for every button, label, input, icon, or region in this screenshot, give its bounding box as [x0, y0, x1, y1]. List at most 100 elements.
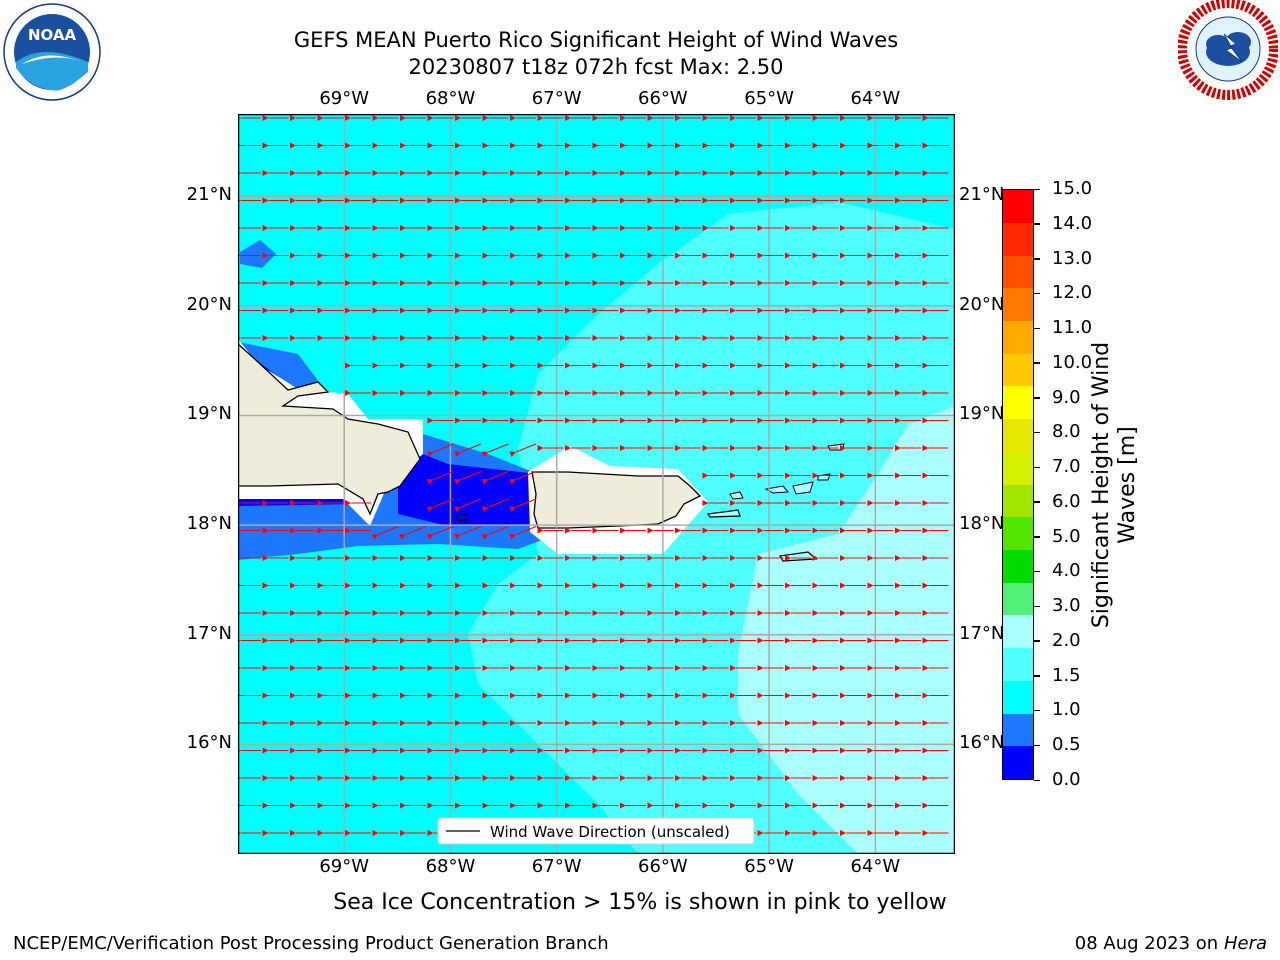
lat-label-left-4: 17°N — [186, 622, 232, 644]
map-panel: Wind Wave Direction (unscaled) — [237, 113, 956, 855]
wave-direction-arrow — [426, 443, 454, 458]
colorbar-tick-mark-6 — [1034, 570, 1040, 573]
colorbar-swatch-13 — [1003, 320, 1033, 354]
colorbar-tick-mark-4 — [1034, 640, 1040, 642]
noaa-logo-text: NOAA — [28, 26, 77, 44]
wave-direction-arrow — [481, 498, 509, 513]
footer-branch: NCEP/EMC/Verification Post Processing Pr… — [13, 933, 609, 954]
colorbar-tick-label-16: 14.0 — [1052, 212, 1093, 234]
wind-wave-direction-arrows — [238, 115, 949, 836]
colorbar-tick-mark-5 — [1034, 605, 1040, 608]
colorbar-swatch-7 — [1003, 517, 1033, 550]
colorbar-swatch-2 — [1003, 680, 1033, 714]
colorbar-tick-label-12: 10.0 — [1052, 351, 1093, 373]
lon-label-top-3: 66°W — [638, 88, 688, 109]
lon-label-bottom-3: 66°W — [638, 856, 688, 877]
footer-host: Hera — [1223, 933, 1267, 954]
wave-direction-arrow — [481, 470, 509, 485]
lat-label-right-3: 18°N — [959, 513, 1005, 535]
wave-direction-arrow — [454, 525, 482, 540]
wave-direction-arrow — [399, 525, 427, 540]
colorbar-tick-label-2: 1.0 — [1052, 699, 1081, 721]
colorbar-tick-mark-13 — [1034, 327, 1040, 330]
lat-label-left-5: 16°N — [186, 732, 232, 754]
colorbar-tick-label-13: 11.0 — [1052, 317, 1093, 339]
footer-date: 08 Aug 2023 on Hera — [1075, 933, 1267, 954]
legend-label: Wind Wave Direction (unscaled) — [490, 823, 730, 841]
wave-direction-arrow — [426, 498, 454, 513]
colorbar-tick-label-10: 8.0 — [1052, 421, 1081, 443]
wave-band-2.0-3.0 — [738, 406, 955, 854]
colorbar-tick-label-6: 4.0 — [1052, 560, 1081, 582]
lon-label-top-0: 69°W — [319, 88, 370, 109]
colorbar-swatch-4 — [1003, 615, 1033, 649]
st-john-island — [792, 481, 814, 495]
wave-direction-arrow — [454, 443, 482, 458]
lat-label-left-0: 21°N — [186, 184, 232, 206]
wave-direction-arrow — [481, 443, 509, 458]
lat-label-left-2: 19°N — [186, 403, 232, 425]
colorbar-swatch-8 — [1003, 484, 1033, 518]
colorbar-tick-mark-3 — [1034, 675, 1040, 677]
wave-direction-arrow — [509, 470, 537, 485]
mona-island — [457, 513, 467, 522]
colorbar-tick-mark-15 — [1034, 258, 1040, 260]
colorbar-tick-mark-0 — [1034, 779, 1040, 781]
colorbar-tick-mark-2 — [1034, 709, 1040, 712]
colorbar-tick-label-11: 9.0 — [1052, 386, 1081, 408]
colorbar-tick-mark-10 — [1034, 431, 1040, 434]
lat-label-right-5: 16°N — [959, 732, 1005, 754]
wave-height-map: Wind Wave Direction (unscaled) — [237, 113, 956, 855]
colorbar-swatch-11 — [1003, 386, 1033, 420]
lat-label-right-2: 19°N — [959, 403, 1005, 425]
colorbar-tick-mark-14 — [1034, 292, 1040, 295]
map-title-line1: GEFS MEAN Puerto Rico Significant Height… — [293, 28, 899, 52]
lon-label-bottom-0: 69°W — [319, 856, 370, 877]
colorbar-tick-mark-16 — [1034, 223, 1040, 225]
colorbar-swatch-10 — [1003, 419, 1033, 452]
map-title-line2: 20230807 t18z 072h fcst Max: 2.50 — [408, 55, 784, 79]
colorbar-tick-mark-9 — [1034, 466, 1040, 469]
colorbar — [1002, 189, 1034, 780]
lon-label-top-5: 64°W — [850, 88, 901, 109]
colorbar-tick-label-1: 0.5 — [1052, 734, 1081, 756]
wave-band-1.0-1.5-north — [240, 240, 276, 268]
colorbar-label: Significant Height of Wind Waves [m] — [1089, 341, 1140, 629]
lat-label-right-0: 21°N — [959, 184, 1005, 206]
puerto-rico-land — [531, 471, 702, 529]
culebra-island — [729, 491, 744, 500]
colorbar-tick-label-17: 15.0 — [1052, 178, 1093, 199]
colorbar-swatch-5 — [1003, 582, 1033, 616]
colorbar-swatch-14 — [1003, 288, 1033, 321]
wave-direction-arrow — [371, 525, 399, 540]
colorbar-tick-label-14: 12.0 — [1052, 282, 1093, 304]
wave-direction-arrow — [509, 443, 537, 458]
lon-label-top-4: 65°W — [744, 88, 794, 109]
colorbar-swatch-9 — [1003, 451, 1033, 485]
colorbar-swatch-0 — [1003, 746, 1033, 779]
colorbar-tick-label-9: 7.0 — [1052, 456, 1081, 478]
colorbar-tick-label-5: 3.0 — [1052, 595, 1081, 617]
wave-direction-arrow — [426, 525, 454, 540]
footer-date-text: 08 Aug 2023 on — [1074, 933, 1219, 954]
colorbar-tick-label-8: 6.0 — [1052, 490, 1081, 512]
colorbar-swatch-16 — [1003, 222, 1033, 256]
lon-label-top-1: 68°W — [425, 88, 476, 109]
colorbar-tick-mark-8 — [1034, 501, 1040, 503]
hispaniola-land — [238, 343, 421, 516]
colorbar-tick-mark-12 — [1034, 362, 1040, 364]
colorbar-tick-label-0: 0.0 — [1052, 769, 1081, 790]
lon-label-top-2: 67°W — [531, 88, 582, 109]
colorbar-tick-mark-7 — [1034, 536, 1040, 538]
lon-label-bottom-5: 64°W — [850, 856, 901, 877]
lat-label-right-1: 20°N — [959, 293, 1005, 315]
map-legend: Wind Wave Direction (unscaled) — [437, 817, 755, 845]
wave-direction-arrow — [509, 525, 537, 540]
colorbar-swatch-1 — [1003, 713, 1033, 747]
colorbar-swatch-6 — [1003, 549, 1033, 583]
wave-direction-arrow — [454, 498, 482, 513]
nws-logo — [1177, 0, 1279, 100]
colorbar-tick-label-3: 1.5 — [1052, 664, 1081, 686]
wave-direction-arrow — [426, 470, 454, 485]
colorbar-tick-mark-17 — [1034, 188, 1040, 190]
